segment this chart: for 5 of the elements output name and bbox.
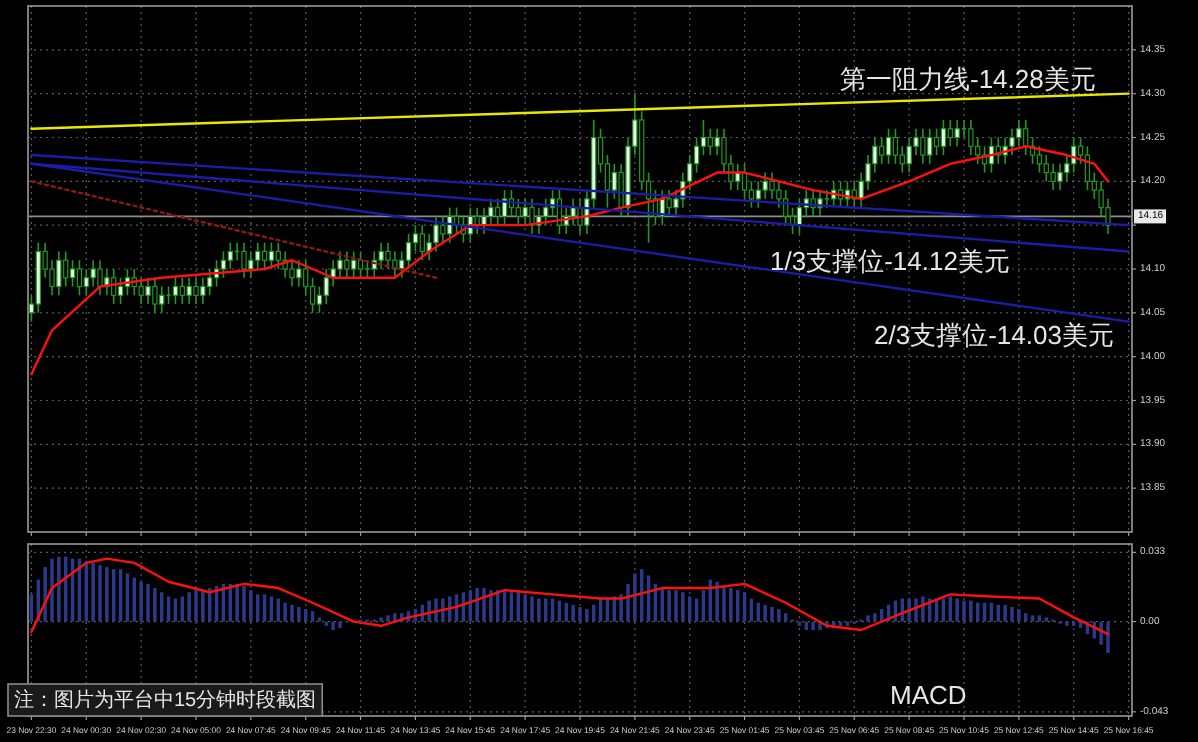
annotation: 第一阻力线-14.28美元 [840,64,1096,94]
annotation: 1/3支撑位-14.12美元 [770,246,1010,276]
annotation: 注：图片为平台中15分钟时段截图 [14,688,317,712]
annotation: 2/3支撑位-14.03美元 [874,320,1114,350]
annotation: MACD [890,680,967,710]
